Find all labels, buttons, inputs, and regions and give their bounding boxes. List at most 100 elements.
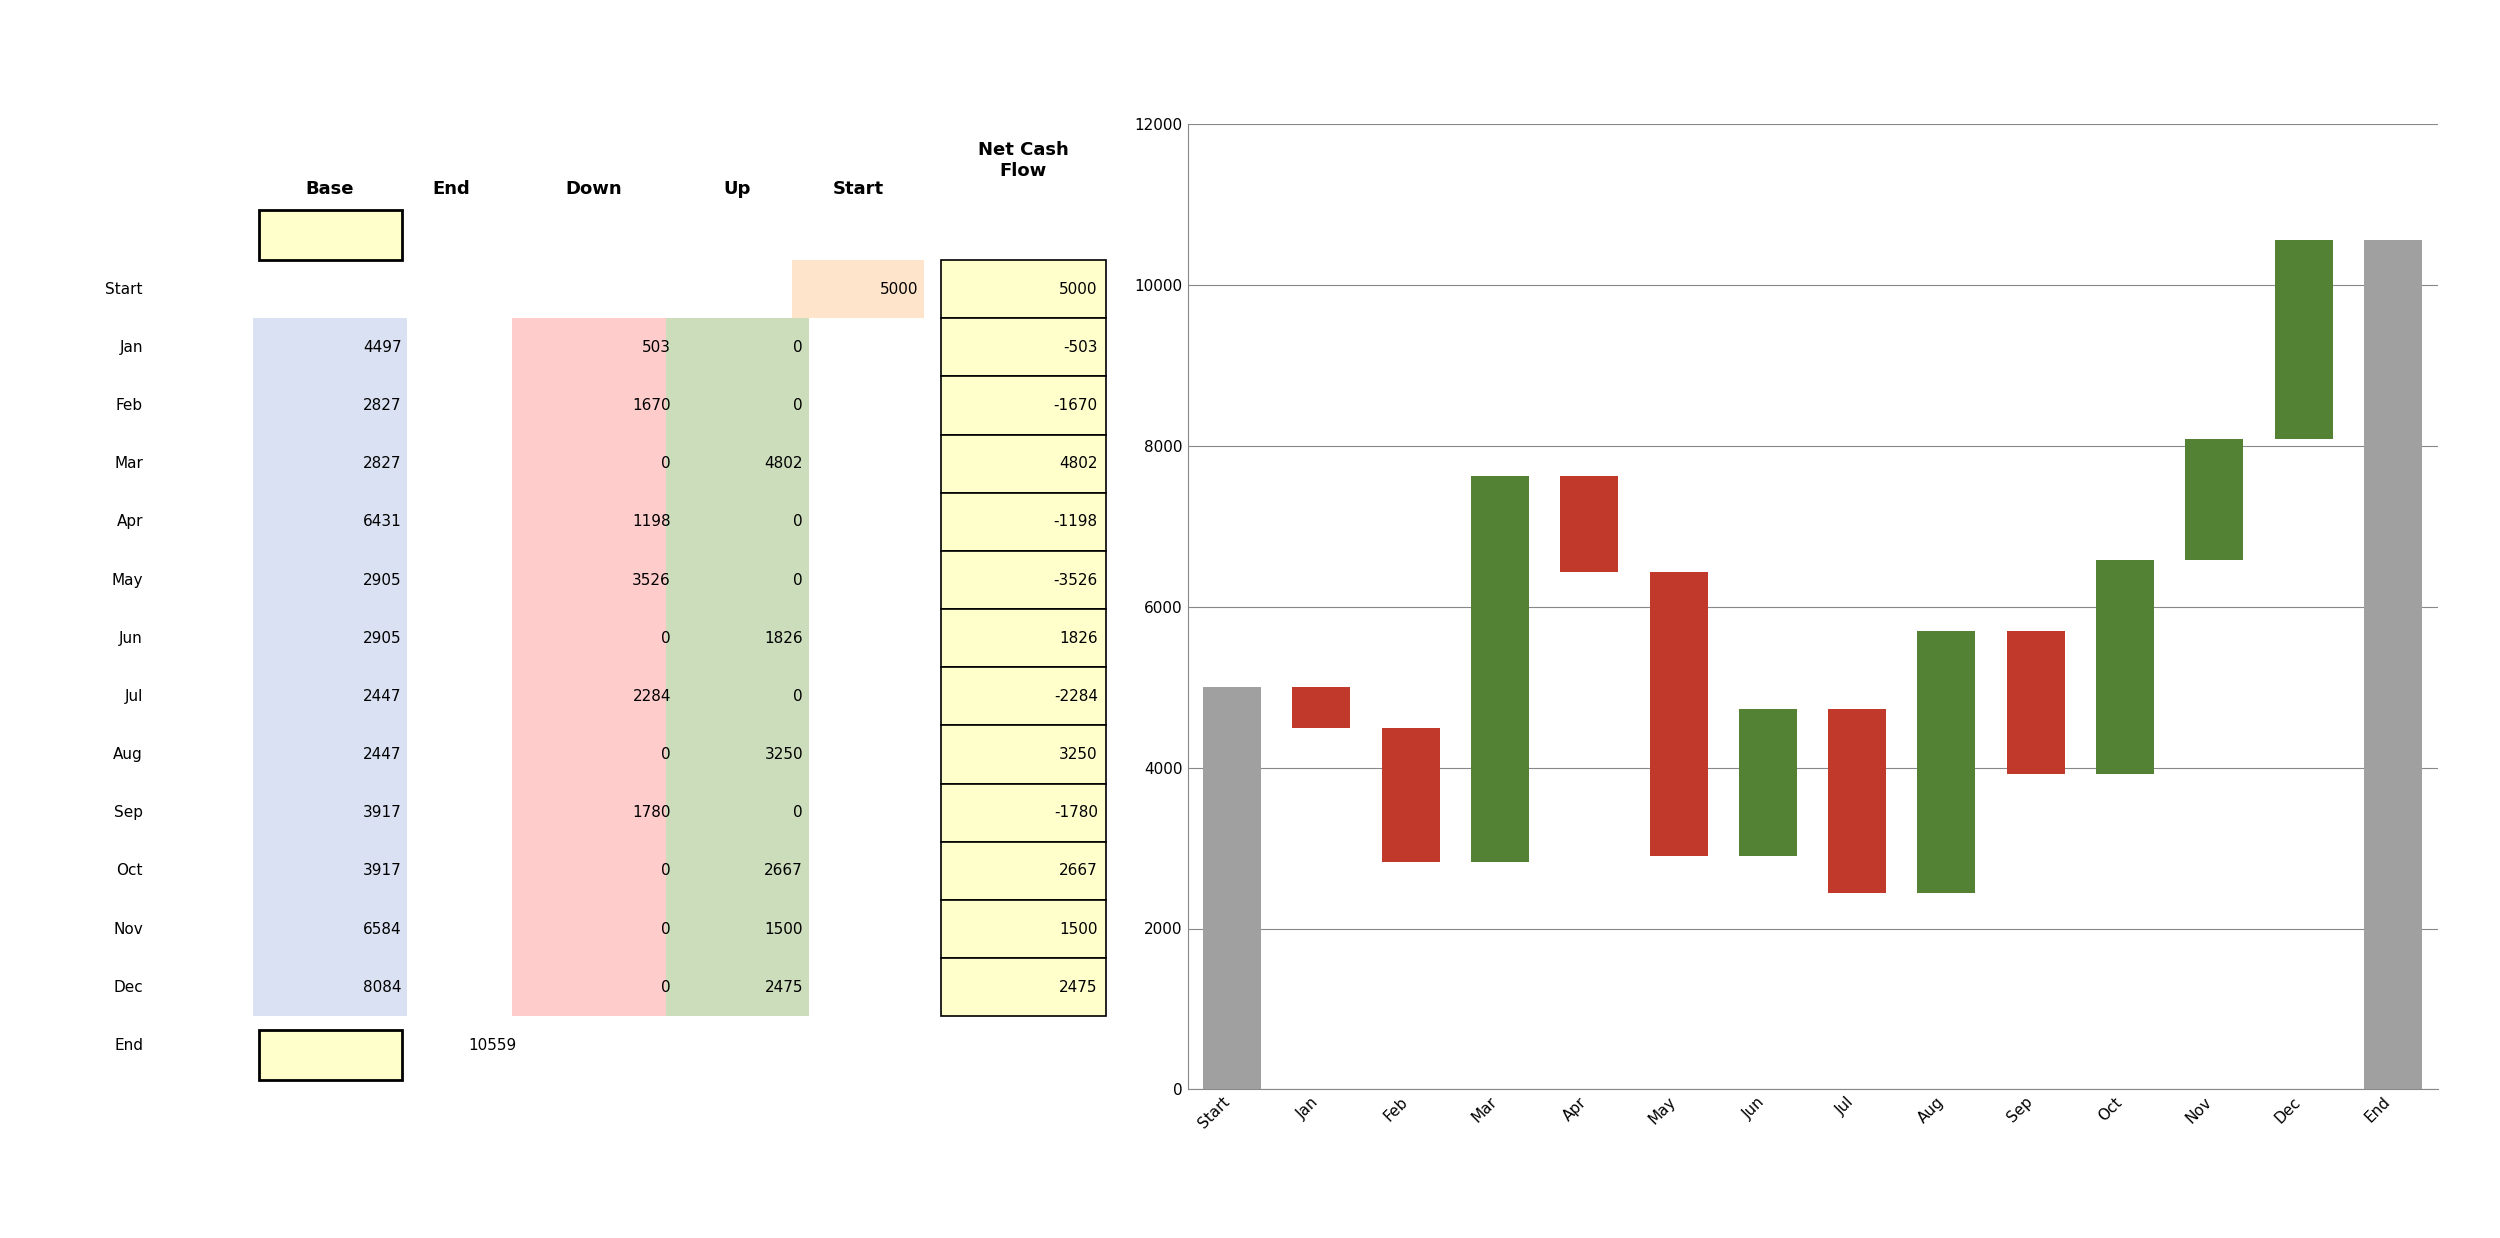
Text: 2905: 2905	[362, 572, 403, 588]
Bar	[940, 900, 1105, 958]
Bar	[940, 667, 1105, 725]
Text: 3917: 3917	[362, 863, 403, 879]
Bar	[1918, 631, 1975, 893]
Text: Mar: Mar	[115, 456, 142, 472]
Text: -1198: -1198	[1052, 514, 1098, 530]
Text: 1198: 1198	[632, 514, 670, 530]
Text: -2284: -2284	[1055, 688, 1098, 704]
Text: -1780: -1780	[1055, 805, 1098, 821]
Bar	[940, 725, 1105, 784]
Text: Aug: Aug	[112, 747, 142, 763]
Text: 1826: 1826	[765, 630, 802, 646]
Text: 8084: 8084	[362, 979, 403, 995]
Text: 0: 0	[662, 630, 670, 646]
Text: 4802: 4802	[765, 456, 802, 472]
Text: Feb: Feb	[115, 397, 142, 413]
Bar	[2275, 240, 2332, 439]
Text: May: May	[112, 572, 142, 588]
Bar	[1740, 708, 1797, 855]
Bar	[1202, 687, 1260, 1089]
Text: 5000: 5000	[1060, 281, 1098, 297]
Text: 1500: 1500	[1060, 921, 1098, 937]
Text: 2475: 2475	[1060, 979, 1098, 995]
Text: 4802: 4802	[1060, 456, 1098, 472]
Text: 10559: 10559	[470, 1037, 518, 1054]
Bar	[940, 435, 1105, 493]
Text: 3250: 3250	[1060, 747, 1098, 763]
Text: 3917: 3917	[362, 805, 403, 821]
Bar	[1560, 475, 1618, 572]
Bar	[940, 260, 1105, 318]
Bar	[2008, 631, 2065, 774]
Text: 6584: 6584	[362, 921, 403, 937]
Text: 1780: 1780	[632, 805, 670, 821]
Bar	[1828, 708, 1885, 893]
Text: 0: 0	[662, 979, 670, 995]
Text: Jan: Jan	[120, 339, 142, 355]
Bar	[940, 842, 1105, 900]
Text: Start: Start	[105, 281, 142, 297]
Text: 0: 0	[792, 688, 802, 704]
Bar	[2185, 439, 2242, 560]
Bar	[2095, 560, 2155, 774]
Text: 2667: 2667	[1060, 863, 1098, 879]
Bar	[1470, 475, 1530, 862]
Text: Sep: Sep	[115, 805, 142, 821]
Bar	[792, 260, 925, 318]
Text: Down: Down	[565, 180, 622, 198]
Text: 0: 0	[662, 747, 670, 763]
Bar	[2365, 240, 2422, 1089]
Bar	[258, 210, 402, 260]
Text: 0: 0	[792, 397, 802, 413]
Text: 0: 0	[792, 572, 802, 588]
Text: -503: -503	[1062, 339, 1098, 355]
Bar	[1292, 687, 1350, 728]
Text: End: End	[432, 180, 470, 198]
Text: 6431: 6431	[362, 514, 403, 530]
Bar	[258, 1030, 402, 1080]
Bar	[940, 493, 1105, 551]
Bar	[1383, 728, 1440, 862]
Bar	[940, 551, 1105, 609]
Text: 2284: 2284	[632, 688, 670, 704]
Text: -1670: -1670	[1052, 397, 1098, 413]
Text: 3526: 3526	[632, 572, 670, 588]
Text: Apr: Apr	[118, 514, 142, 530]
Text: End: End	[115, 1037, 142, 1054]
Bar	[665, 318, 808, 1016]
Text: 0: 0	[792, 339, 802, 355]
Text: Oct: Oct	[118, 863, 142, 879]
Bar	[940, 376, 1105, 435]
Text: 5000: 5000	[880, 281, 918, 297]
Text: 1670: 1670	[632, 397, 670, 413]
Bar	[940, 958, 1105, 1016]
Text: 1826: 1826	[1060, 630, 1098, 646]
Text: -3526: -3526	[1052, 572, 1098, 588]
Text: 0: 0	[662, 456, 670, 472]
Bar	[253, 318, 408, 1016]
Text: Jul: Jul	[125, 688, 142, 704]
Text: 2667: 2667	[765, 863, 802, 879]
Text: Base: Base	[305, 180, 355, 198]
Text: Net Cash
Flow: Net Cash Flow	[978, 141, 1068, 180]
Text: 2447: 2447	[362, 688, 403, 704]
Text: 503: 503	[642, 339, 670, 355]
Text: 0: 0	[662, 863, 670, 879]
Text: 4497: 4497	[362, 339, 403, 355]
Text: 2905: 2905	[362, 630, 403, 646]
Text: 2000: 2000	[310, 1046, 350, 1063]
Text: 2827: 2827	[362, 397, 403, 413]
Text: 2475: 2475	[765, 979, 802, 995]
Bar	[940, 784, 1105, 842]
Text: Up: Up	[722, 180, 750, 198]
Bar	[512, 318, 678, 1016]
Text: 0: 0	[792, 514, 802, 530]
Text: Nov: Nov	[112, 921, 142, 937]
Text: 0: 0	[662, 921, 670, 937]
Text: 2827: 2827	[362, 456, 403, 472]
Text: Start: Start	[832, 180, 882, 198]
Text: 1500: 1500	[765, 921, 802, 937]
Text: 2447: 2447	[362, 747, 403, 763]
Text: 3250: 3250	[765, 747, 802, 763]
Text: Jun: Jun	[120, 630, 142, 646]
